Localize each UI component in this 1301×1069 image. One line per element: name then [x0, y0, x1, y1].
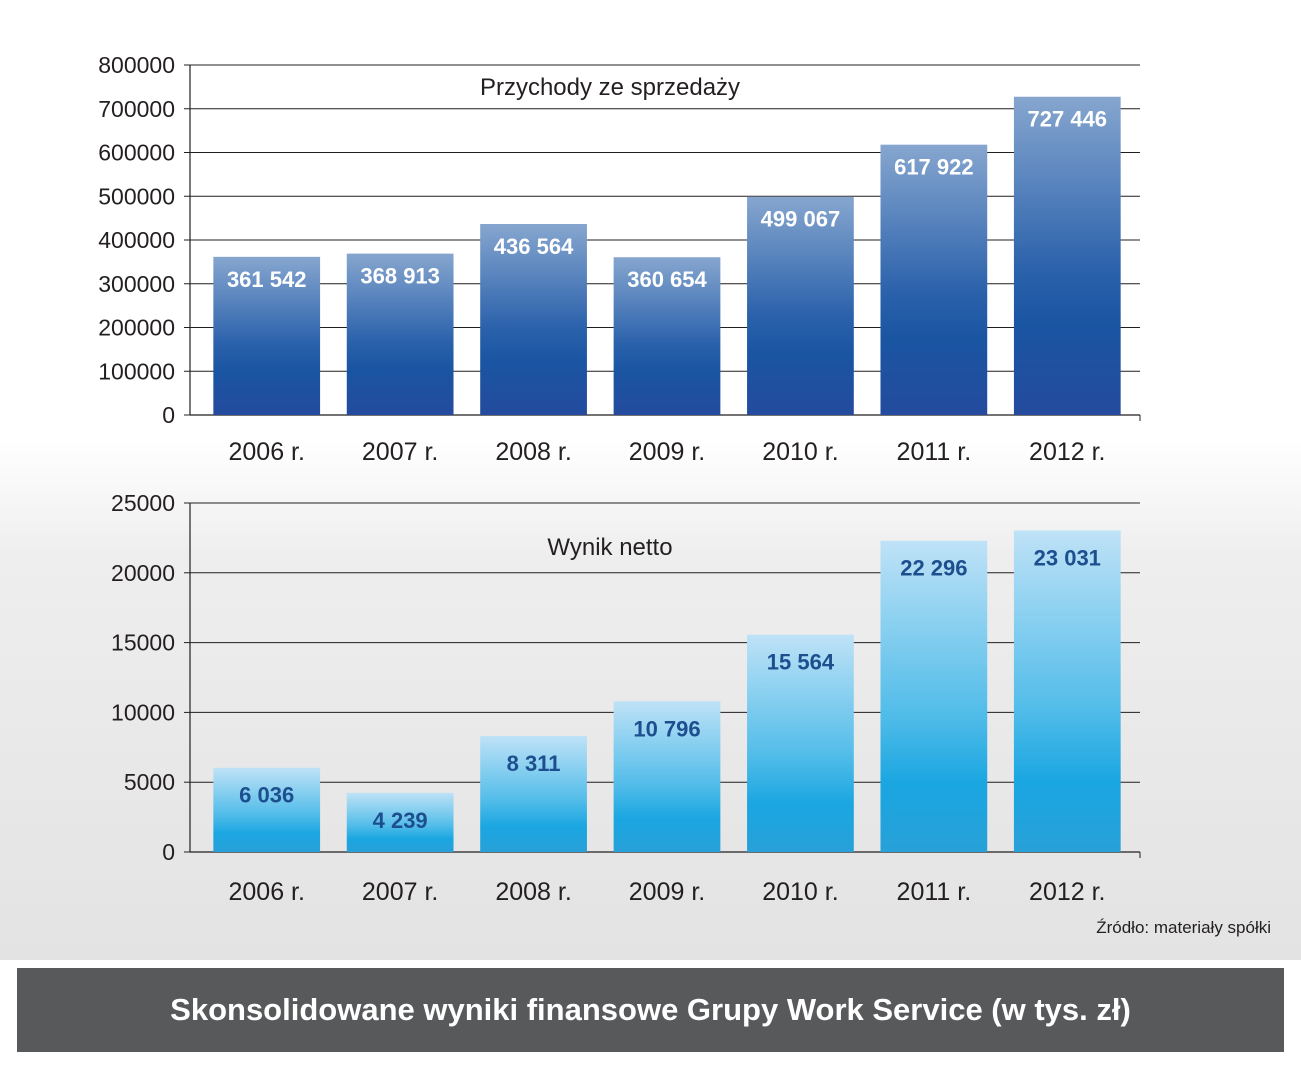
bar [213, 767, 321, 852]
y-tick-label: 0 [162, 839, 175, 865]
x-category-label: 2012 r. [1029, 878, 1105, 906]
bar [747, 634, 854, 852]
bar-value-label: 361 542 [227, 267, 307, 292]
x-category-label: 2009 r. [629, 438, 705, 466]
bar [213, 256, 321, 415]
x-category-label: 2010 r. [762, 878, 838, 906]
y-tick-label: 800000 [98, 52, 175, 78]
y-tick-label: 0 [162, 402, 175, 428]
y-tick-label: 25000 [111, 490, 175, 516]
y-tick-label: 600000 [98, 140, 175, 166]
chart-title: Przychody ze sprzedaży [480, 74, 740, 101]
bar-value-label: 360 654 [627, 267, 707, 292]
bar-value-label: 4 239 [373, 808, 428, 833]
bar-value-label: 22 296 [900, 556, 967, 581]
bar-value-label: 727 446 [1028, 107, 1108, 132]
source-note: Źródło: materiały spółki [1096, 918, 1271, 937]
bar [747, 196, 854, 415]
revenue-chart: 0 100000 200000 300000 400000 500000 600000 700… [98, 52, 1141, 466]
bar-value-label: 368 913 [360, 264, 440, 289]
y-tick-label: 100000 [98, 358, 175, 384]
bar [346, 792, 454, 852]
bar [480, 224, 587, 415]
y-tick-label: 20000 [111, 560, 175, 586]
x-category-label: 2010 r. [762, 438, 838, 466]
bar-value-label: 8 311 [507, 751, 561, 776]
bar [613, 257, 721, 415]
y-tick-label: 200000 [98, 315, 175, 341]
bar [880, 144, 988, 415]
x-category-label: 2011 r. [897, 878, 972, 906]
bar-value-label: 15 564 [767, 650, 835, 675]
bar-value-label: 10 796 [633, 716, 700, 741]
chart-title: Wynik netto [547, 534, 672, 561]
y-tick-label: 300000 [98, 271, 175, 297]
bar [346, 253, 454, 415]
bar [880, 540, 988, 852]
y-tick-label: 400000 [98, 227, 175, 253]
x-category-label: 2007 r. [362, 878, 438, 906]
x-category-label: 2006 r. [228, 878, 304, 906]
x-category-label: 2007 r. [362, 438, 438, 466]
x-category-label: 2009 r. [629, 878, 705, 906]
net-income-chart: 0 5000 10000 15000 20000 25000 Wynik netto 6 03… [111, 490, 1141, 906]
bar-value-label: 436 564 [494, 234, 574, 259]
x-category-label: 2011 r. [897, 438, 972, 466]
bar [480, 735, 587, 852]
x-category-label: 2012 r. [1029, 438, 1105, 466]
y-tick-label: 500000 [98, 183, 175, 209]
footer-title-bar: Skonsolidowane wyniki finansowe Grupy Wo… [17, 968, 1284, 1052]
bar [1013, 530, 1121, 852]
x-category-label: 2008 r. [495, 438, 571, 466]
y-tick-label: 10000 [111, 699, 175, 725]
bar-value-label: 499 067 [761, 207, 841, 232]
x-category-label: 2008 r. [495, 878, 571, 906]
footer-title: Skonsolidowane wyniki finansowe Grupy Wo… [170, 992, 1131, 1027]
y-tick-label: 5000 [124, 769, 175, 795]
bar [1013, 96, 1121, 416]
bar [613, 701, 721, 852]
charts-canvas: 0100000200000300000400000500000600000700… [98, 52, 1141, 906]
y-tick-label: 700000 [98, 96, 175, 122]
y-tick-label: 15000 [111, 630, 175, 656]
bar-value-label: 617 922 [894, 155, 974, 180]
bar-value-label: 23 031 [1034, 545, 1101, 570]
bar-value-label: 6 036 [239, 783, 294, 808]
x-category-label: 2006 r. [228, 438, 304, 466]
